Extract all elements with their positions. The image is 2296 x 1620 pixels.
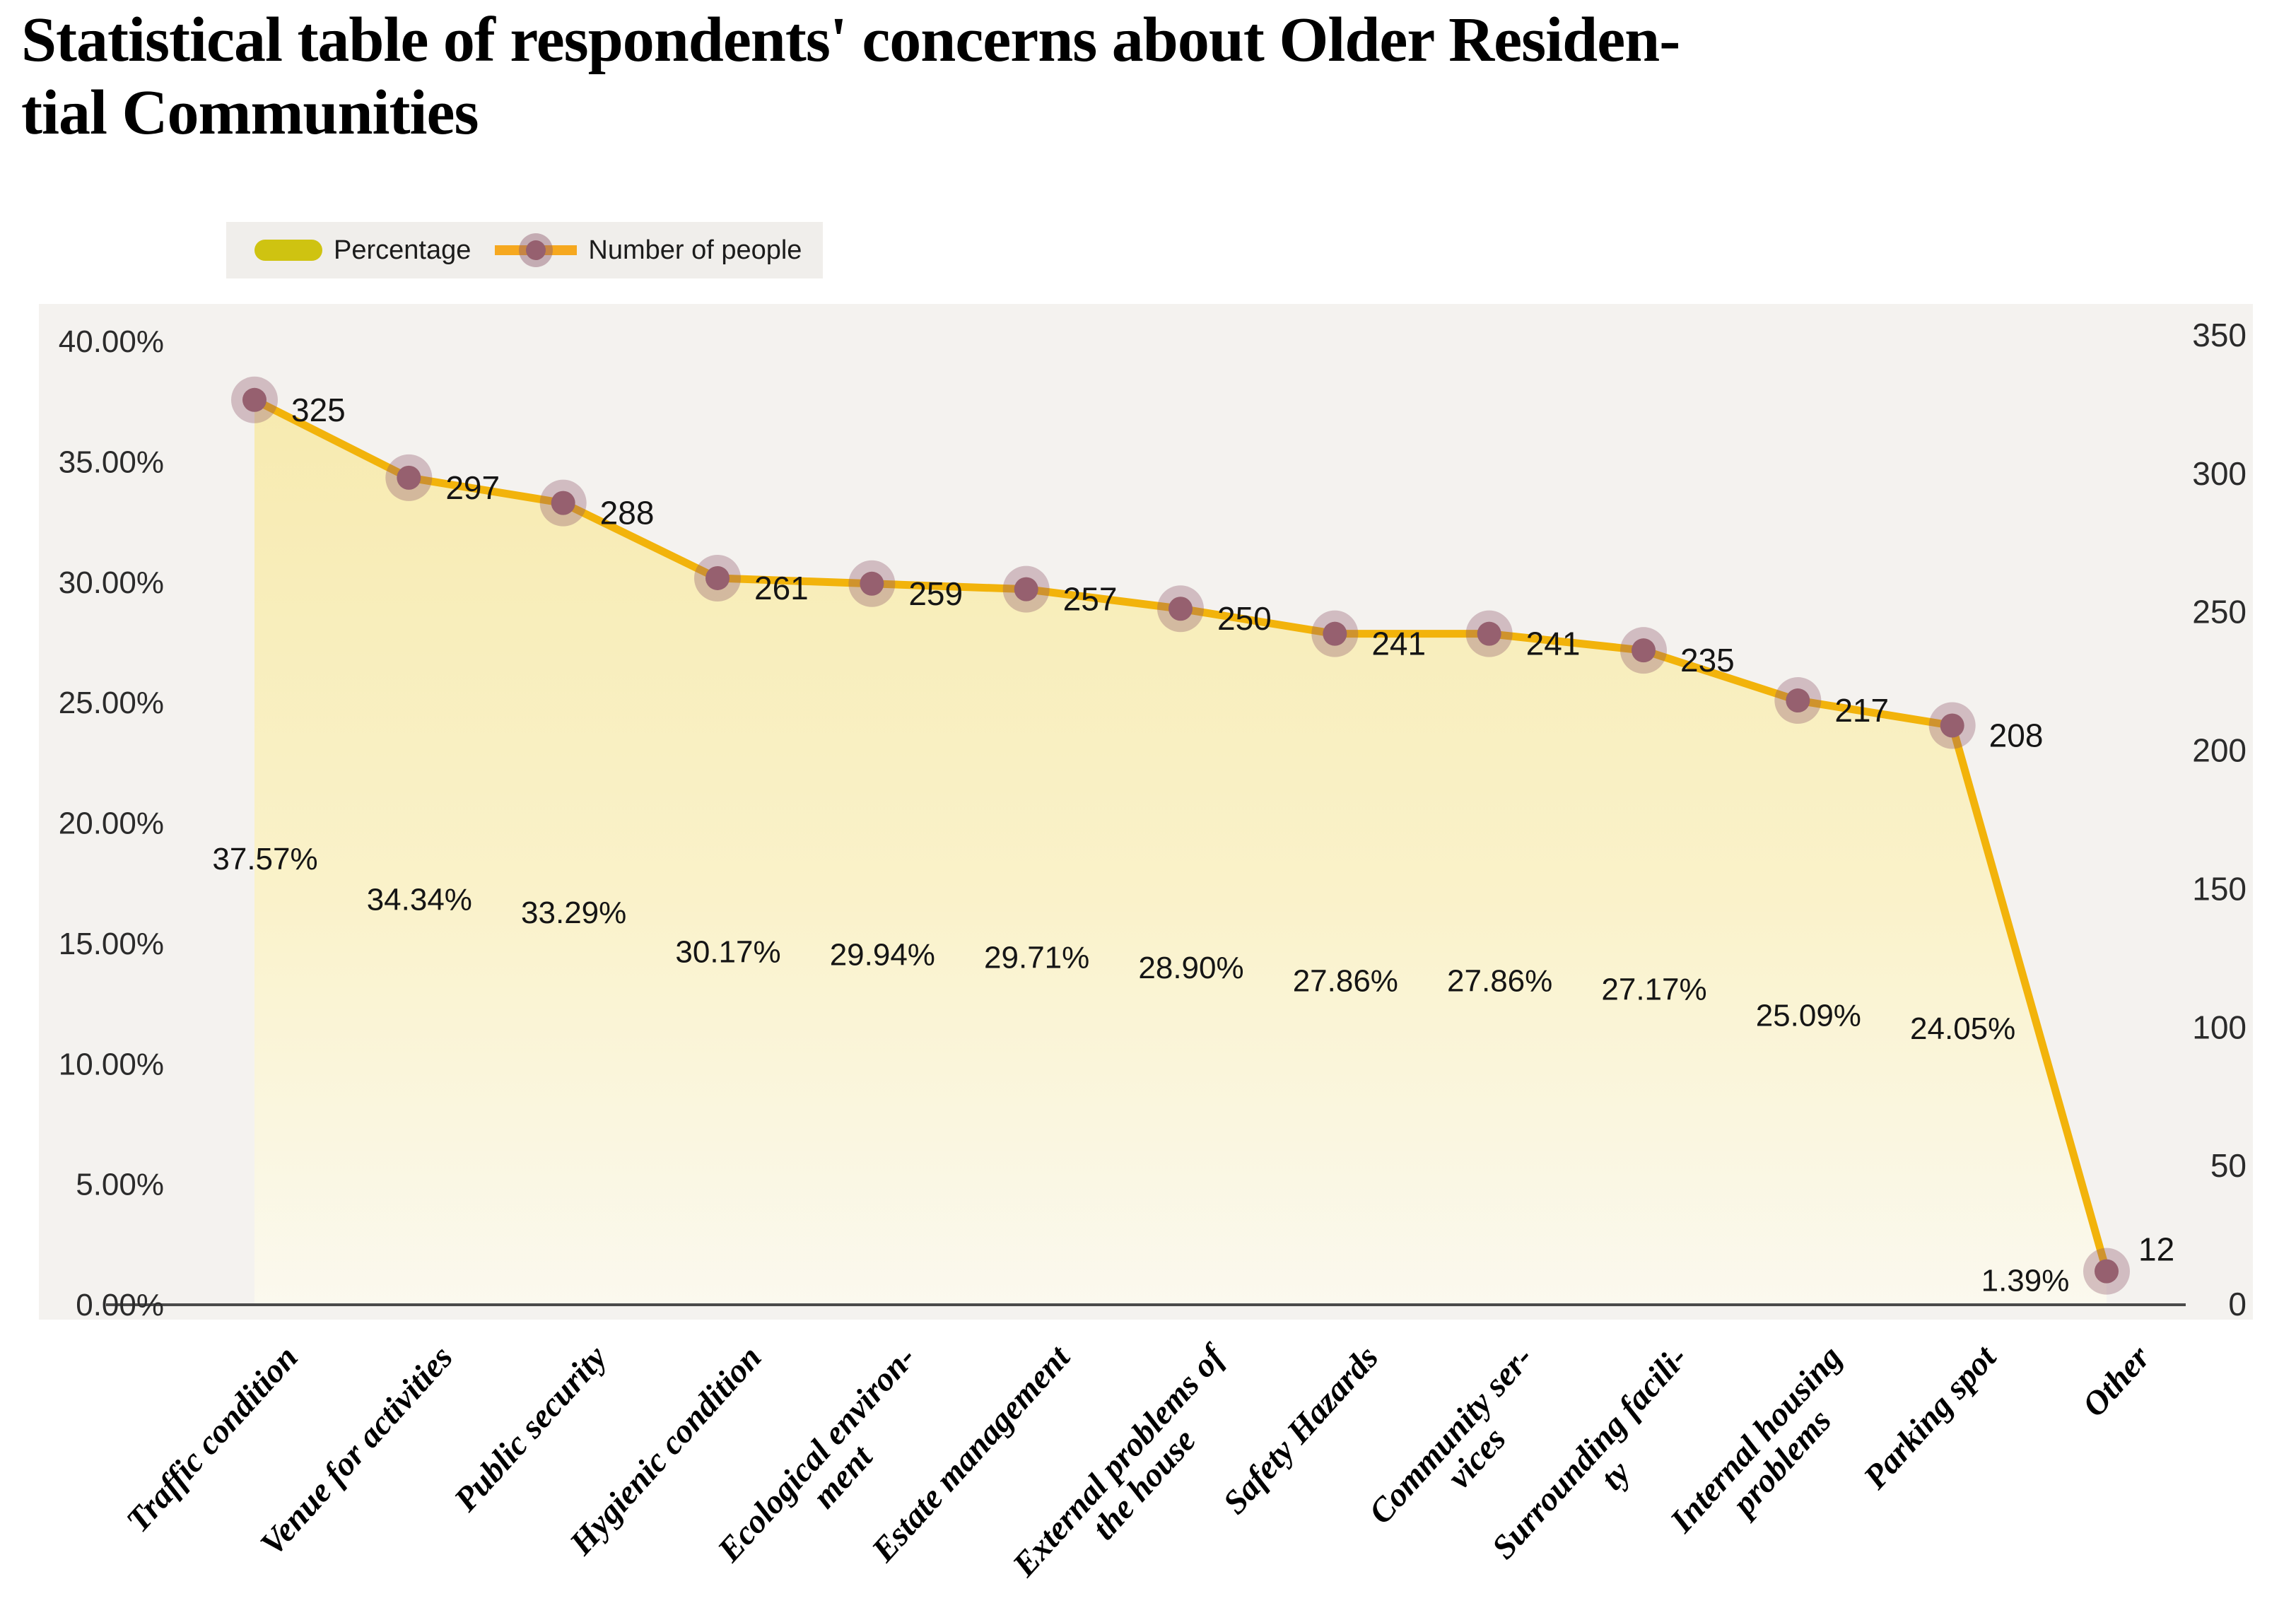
count-label: 257 [1063, 581, 1118, 618]
legend-dot-icon [526, 240, 546, 260]
left-axis-tick: 25.00% [59, 686, 164, 720]
left-axis-tick: 30.00% [59, 565, 164, 600]
legend-item-percentage: Percentage [254, 235, 471, 266]
data-point [2095, 1259, 2119, 1284]
right-axis-tick: 100 [2192, 1009, 2247, 1045]
count-label: 261 [754, 570, 809, 606]
data-point [1940, 713, 1964, 738]
data-point [1168, 597, 1193, 621]
legend: Percentage Number of people [226, 222, 824, 278]
count-label: 241 [1526, 626, 1581, 662]
percentage-label: 30.17% [675, 934, 780, 969]
data-point [1477, 621, 1501, 646]
right-axis-tick: 50 [2210, 1147, 2247, 1184]
legend-item-number-of-people: Number of people [495, 233, 802, 267]
legend-label-percentage: Percentage [334, 235, 472, 265]
right-axis-tick: 350 [2192, 317, 2247, 353]
data-point [551, 491, 575, 515]
percentage-label: 27.86% [1293, 963, 1398, 998]
count-label: 208 [1989, 717, 2044, 753]
count-label: 217 [1834, 692, 1889, 729]
data-point [1014, 577, 1038, 601]
right-axis-tick: 0 [2228, 1286, 2247, 1322]
left-axis-tick: 0.00% [76, 1288, 164, 1322]
count-label: 297 [445, 469, 500, 506]
left-axis-tick: 10.00% [59, 1047, 164, 1081]
left-axis-tick: 15.00% [59, 927, 164, 961]
left-axis-tick: 40.00% [59, 324, 164, 359]
x-axis-line [106, 1303, 2186, 1306]
right-axis-tick: 250 [2192, 594, 2247, 630]
right-axis-tick: 200 [2192, 732, 2247, 769]
count-label: 241 [1371, 626, 1426, 662]
percentage-label: 24.05% [1910, 1011, 2015, 1046]
left-axis-tick: 5.00% [76, 1168, 164, 1202]
data-point [1323, 621, 1347, 646]
percentage-label: 28.90% [1138, 951, 1243, 985]
legend-label-number-of-people: Number of people [588, 235, 802, 265]
percentage-label: 1.39% [1981, 1264, 2070, 1298]
area-fill [254, 399, 2107, 1305]
count-label: 288 [600, 495, 655, 532]
percentage-label: 25.09% [1756, 998, 1861, 1033]
percentage-label: 37.57% [212, 842, 317, 876]
data-point [1632, 638, 1656, 663]
number-of-people-swatch-icon [495, 233, 578, 267]
right-axis-tick: 300 [2192, 455, 2247, 492]
count-label: 325 [291, 392, 346, 428]
percentage-label: 29.94% [830, 937, 935, 972]
percentage-label: 29.71% [984, 940, 1089, 975]
data-point [1786, 688, 1810, 713]
data-point [242, 387, 266, 412]
percentage-swatch-icon [254, 240, 322, 261]
percentage-label: 27.17% [1601, 972, 1706, 1006]
percentage-label: 33.29% [521, 896, 626, 930]
count-label: 250 [1217, 600, 1272, 637]
right-axis-tick: 150 [2192, 870, 2247, 907]
percentage-label: 34.34% [367, 882, 472, 917]
data-point [397, 465, 421, 490]
left-axis-tick: 20.00% [59, 806, 164, 841]
count-label: 12 [2138, 1231, 2174, 1268]
data-point [860, 571, 884, 596]
chart-title: Statistical table of respondents' concer… [21, 5, 1680, 148]
count-label: 235 [1680, 642, 1735, 679]
count-label: 259 [908, 575, 963, 612]
data-point [705, 565, 730, 590]
percentage-label: 27.86% [1447, 963, 1552, 998]
left-axis-tick: 35.00% [59, 445, 164, 479]
